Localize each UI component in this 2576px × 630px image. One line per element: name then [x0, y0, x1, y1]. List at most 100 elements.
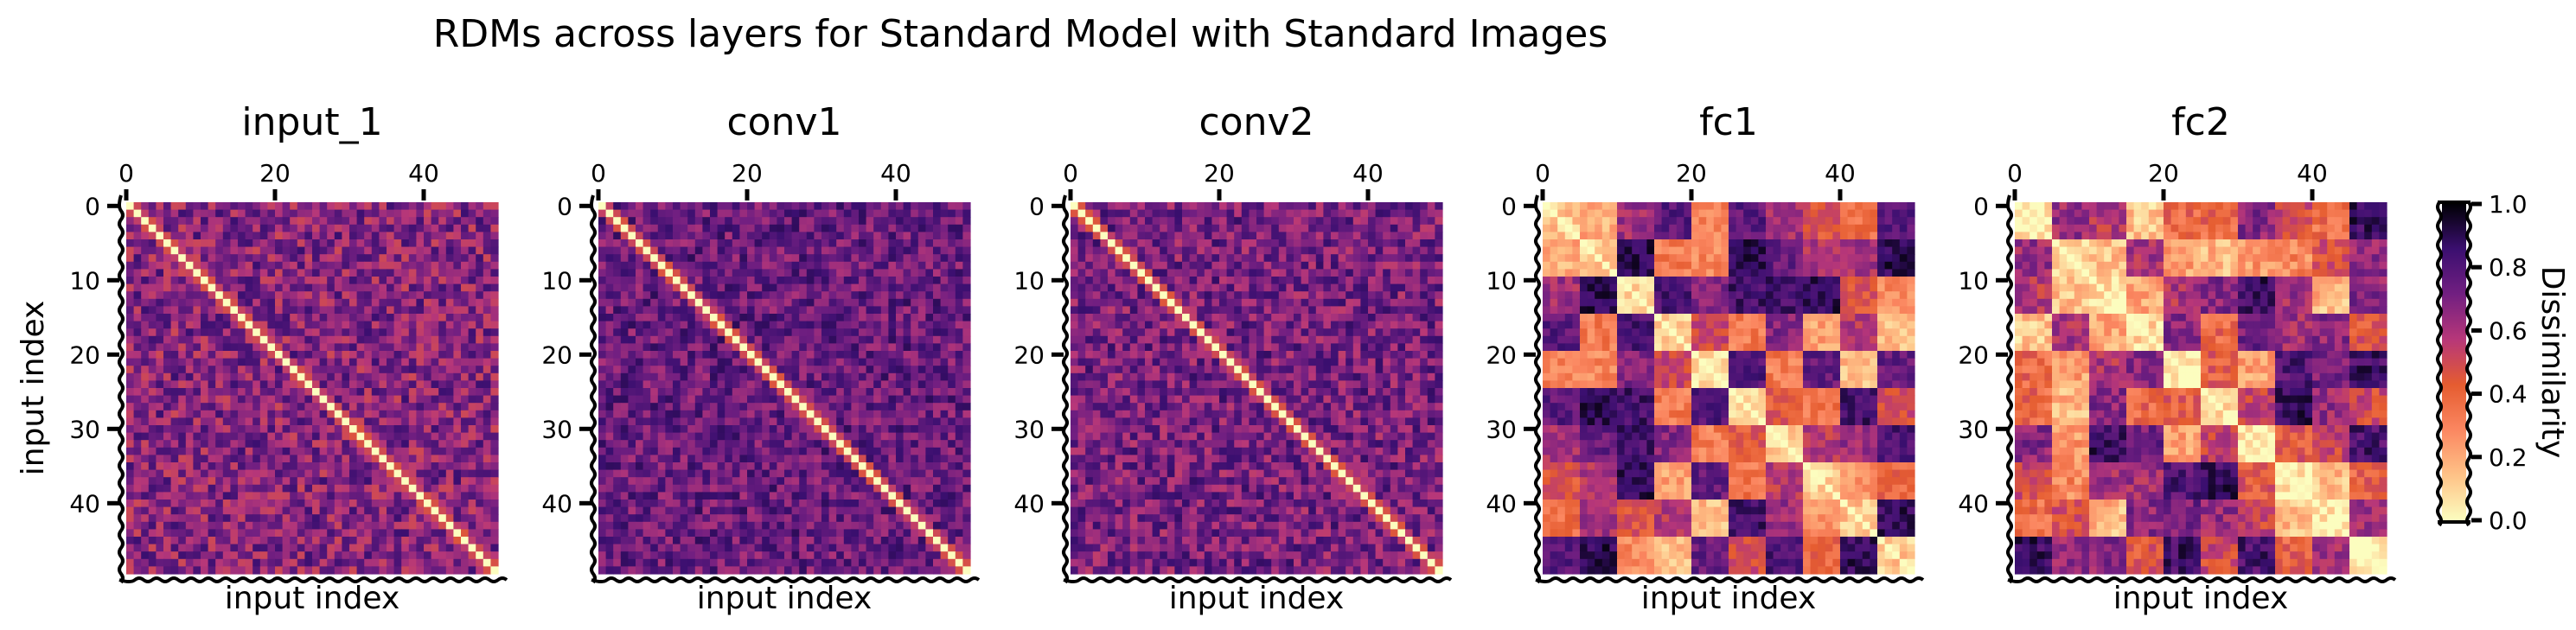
heatmap-cell: [468, 335, 476, 344]
heatmap-cell: [836, 477, 845, 486]
heatmap-cell: [880, 335, 889, 344]
heatmap-cell: [319, 492, 328, 500]
heatmap-cell: [438, 440, 447, 449]
heatmap-cell: [282, 239, 291, 248]
heatmap-cell: [962, 403, 971, 411]
heatmap-cell: [873, 246, 882, 255]
heatmap-cell: [408, 202, 417, 211]
heatmap-cell: [777, 314, 785, 322]
heatmap-cell: [859, 544, 867, 552]
heatmap-cell: [356, 217, 365, 226]
heatmap-cell: [873, 432, 882, 441]
heatmap-cell: [725, 380, 733, 389]
heatmap-cell: [290, 492, 298, 500]
heatmap-cell: [710, 277, 719, 285]
heatmap-cells: [598, 202, 971, 575]
heatmap-cell: [282, 261, 291, 270]
heatmap-cell: [911, 306, 919, 315]
heatmap-cell: [334, 343, 342, 352]
heatmap-cell: [725, 432, 733, 441]
heatmap-cell: [933, 477, 942, 486]
heatmap-cell: [349, 269, 358, 277]
heatmap-cell: [290, 366, 298, 374]
heatmap-cell: [717, 239, 725, 248]
heatmap-cell: [650, 372, 659, 381]
heatmap-cell: [319, 477, 328, 486]
heatmap-cell: [401, 202, 410, 211]
heatmap-cell: [687, 477, 696, 486]
heatmap-cell: [636, 217, 644, 226]
heatmap-cell: [851, 506, 860, 515]
heatmap-cell: [598, 321, 607, 329]
heatmap-cell: [170, 232, 179, 240]
heatmap-cell: [259, 351, 268, 360]
heatmap-cell: [349, 477, 358, 486]
heatmap-cell: [163, 544, 172, 552]
heatmap-cell: [769, 477, 777, 486]
heatmap-cell: [238, 366, 246, 374]
heatmap-cell: [873, 372, 882, 381]
heatmap-cell: [642, 358, 651, 366]
heatmap-cell: [178, 314, 187, 322]
heatmap-cell: [642, 224, 651, 232]
heatmap-cell: [170, 314, 179, 322]
heatmap-cell: [259, 283, 268, 292]
heatmap-cell: [784, 425, 793, 434]
heatmap-cell: [304, 395, 313, 404]
heatmap-cell: [371, 506, 380, 515]
heatmap-cell: [185, 224, 194, 232]
heatmap-cell: [911, 506, 919, 515]
heatmap-cell: [925, 462, 934, 471]
heatmap-cell: [461, 566, 470, 575]
heatmap-cell: [762, 298, 770, 307]
heatmap-cell: [312, 551, 321, 560]
heatmap-cell: [252, 558, 261, 567]
heatmap-cell: [739, 232, 748, 240]
heatmap-cell: [739, 544, 748, 552]
heatmap-cell: [628, 544, 636, 552]
heatmap-cell: [821, 544, 830, 552]
heatmap-cell: [387, 321, 395, 329]
heatmap-cell: [747, 351, 756, 360]
heatmap-cell: [356, 335, 365, 344]
heatmap-cell: [445, 484, 454, 493]
heatmap-cell: [438, 529, 447, 538]
heatmap-cell: [814, 217, 822, 226]
heatmap-cell: [342, 558, 350, 567]
heatmap-cell: [342, 202, 350, 211]
heatmap-cell: [371, 469, 380, 478]
heatmap-cell: [710, 551, 719, 560]
heatmap-cell: [342, 537, 350, 545]
heatmap-cell: [245, 246, 253, 255]
heatmap-cell: [851, 366, 860, 374]
heatmap-cell: [732, 410, 740, 418]
heatmap-cell: [222, 202, 231, 211]
heatmap-cell: [141, 500, 150, 508]
heatmap-cell: [762, 469, 770, 478]
heatmap-cell: [843, 358, 852, 366]
heatmap-cell: [238, 506, 246, 515]
heatmap-cell: [252, 380, 261, 389]
heatmap-cell: [866, 261, 874, 270]
heatmap-cell: [201, 410, 209, 418]
heatmap-cell: [925, 328, 934, 337]
heatmap-cell: [866, 335, 874, 344]
heatmap-cell: [252, 388, 261, 397]
heatmap-cell: [163, 239, 172, 248]
heatmap-cell: [201, 477, 209, 486]
heatmap-cell: [873, 447, 882, 455]
heatmap-cell: [141, 254, 150, 263]
heatmap-cell: [356, 395, 365, 404]
heatmap-cell: [896, 283, 904, 292]
heatmap-cell: [490, 529, 499, 538]
heatmap-cell: [356, 544, 365, 552]
heatmap-cell: [148, 544, 157, 552]
heatmap-cell: [371, 246, 380, 255]
heatmap-cell: [702, 558, 711, 567]
heatmap-cell: [657, 462, 666, 471]
heatmap-cell: [769, 372, 777, 381]
heatmap-cell: [613, 321, 622, 329]
heatmap-cell: [605, 410, 614, 418]
heatmap-cell: [379, 328, 387, 337]
heatmap-cell: [628, 291, 636, 300]
